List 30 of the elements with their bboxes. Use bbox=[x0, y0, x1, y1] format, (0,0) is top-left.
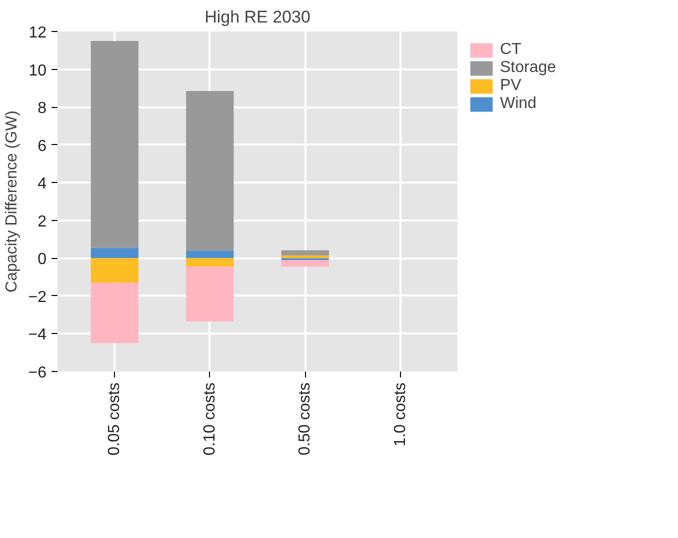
y-tick-label: −6 bbox=[28, 364, 47, 382]
y-tick-label: 4 bbox=[38, 176, 47, 193]
legend-label: Wind bbox=[500, 95, 536, 113]
legend-label: PV bbox=[500, 77, 522, 95]
y-tick-label: −4 bbox=[28, 326, 47, 344]
bar bbox=[281, 250, 329, 256]
bar bbox=[186, 250, 234, 258]
bar bbox=[186, 258, 234, 267]
bar bbox=[186, 266, 234, 322]
x-tick-label: 0.10 costs bbox=[201, 382, 218, 456]
bar bbox=[90, 40, 138, 248]
bar bbox=[90, 282, 138, 344]
x-tick-label: 1.0 costs bbox=[392, 382, 409, 447]
y-tick-label: 10 bbox=[28, 62, 47, 80]
y-tick-label: −2 bbox=[28, 288, 47, 306]
y-tick-label: 0 bbox=[38, 251, 47, 268]
y-axis-title: Capacity Difference (GW) bbox=[3, 110, 20, 292]
bar bbox=[186, 91, 234, 251]
x-tick-label: 0.50 costs bbox=[296, 382, 314, 456]
bar bbox=[90, 258, 138, 283]
bar bbox=[281, 260, 329, 267]
y-tick-label: 12 bbox=[28, 24, 47, 42]
bar bbox=[90, 248, 138, 258]
y-tick-label: 6 bbox=[38, 138, 47, 155]
legend-label: Storage bbox=[500, 59, 556, 77]
y-tick-label: 2 bbox=[38, 213, 47, 230]
legend-label: CT bbox=[500, 41, 522, 59]
x-tick-label: 0.05 costs bbox=[106, 382, 124, 456]
y-tick-label: 8 bbox=[38, 100, 47, 118]
chart-title: High RE 2030 bbox=[204, 8, 310, 26]
